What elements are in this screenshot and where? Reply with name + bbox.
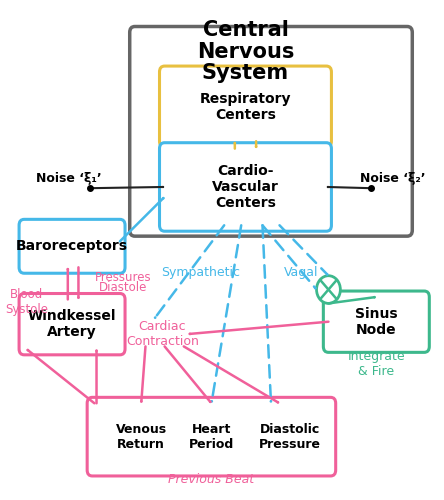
FancyBboxPatch shape	[130, 26, 412, 236]
FancyBboxPatch shape	[159, 66, 331, 147]
Text: Sinus
Node: Sinus Node	[355, 306, 398, 337]
Text: Vagal: Vagal	[284, 266, 318, 279]
Text: Blood
Systole: Blood Systole	[5, 288, 48, 316]
Text: Noise ‘ξ₁’: Noise ‘ξ₁’	[36, 172, 102, 185]
Text: Venous
Return: Venous Return	[115, 423, 167, 451]
Text: Sympathetic: Sympathetic	[161, 266, 240, 279]
Text: Cardio-
Vascular
Centers: Cardio- Vascular Centers	[212, 164, 279, 210]
FancyBboxPatch shape	[87, 398, 336, 476]
FancyBboxPatch shape	[323, 291, 429, 352]
FancyBboxPatch shape	[19, 220, 125, 273]
Text: Previous Beat: Previous Beat	[168, 474, 254, 486]
FancyBboxPatch shape	[19, 294, 125, 355]
Text: Baroreceptors: Baroreceptors	[16, 240, 128, 254]
Text: Central
Nervous
System: Central Nervous System	[197, 20, 294, 84]
FancyBboxPatch shape	[159, 142, 331, 231]
Text: Respiratory
Centers: Respiratory Centers	[200, 92, 291, 122]
Text: Noise ‘ξ₂’: Noise ‘ξ₂’	[360, 172, 425, 185]
Circle shape	[317, 276, 341, 303]
Text: Windkessel
Artery: Windkessel Artery	[28, 309, 116, 340]
Text: Cardiac
Contraction: Cardiac Contraction	[126, 320, 199, 348]
Text: Diastole: Diastole	[99, 280, 147, 293]
Text: Integrate
& Fire: Integrate & Fire	[348, 350, 405, 378]
Text: Pressures: Pressures	[95, 270, 151, 283]
Text: Heart
Period: Heart Period	[189, 423, 234, 451]
Text: Diastolic
Pressure: Diastolic Pressure	[259, 423, 321, 451]
